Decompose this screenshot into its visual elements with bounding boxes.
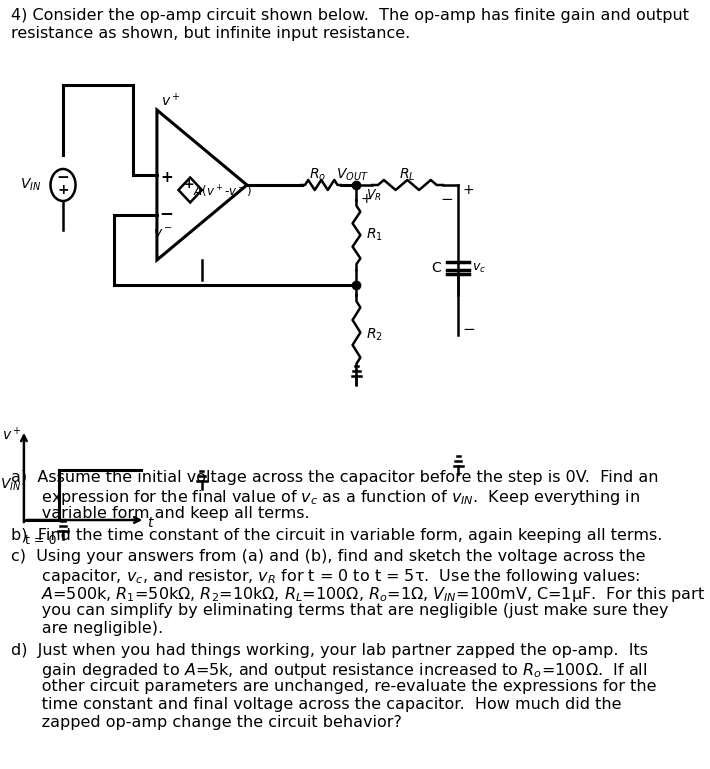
- Text: b)  Find the time constant of the circuit in variable form, again keeping all te: b) Find the time constant of the circuit…: [11, 528, 662, 543]
- Text: +: +: [58, 183, 69, 197]
- Text: $R_L$: $R_L$: [399, 167, 415, 183]
- Text: gain degraded to $A$=5k, and output resistance increased to $R_o$=100Ω.  If all: gain degraded to $A$=5k, and output resi…: [11, 661, 647, 680]
- Text: t: t: [148, 516, 153, 530]
- Text: −: −: [57, 171, 70, 185]
- Text: $V_{IN}$: $V_{IN}$: [0, 477, 21, 493]
- Text: $v^+$: $v^+$: [161, 92, 180, 109]
- Text: $R_o$: $R_o$: [309, 167, 326, 183]
- Text: other circuit parameters are unchanged, re-evaluate the expressions for the: other circuit parameters are unchanged, …: [11, 679, 656, 694]
- Text: time constant and final voltage across the capacitor.  How much did the: time constant and final voltage across t…: [11, 697, 621, 712]
- Text: 4) Consider the op-amp circuit shown below.  The op-amp has finite gain and outp: 4) Consider the op-amp circuit shown bel…: [11, 8, 689, 23]
- Text: variable form and keep all terms.: variable form and keep all terms.: [11, 506, 310, 521]
- Text: zapped op-amp change the circuit behavior?: zapped op-amp change the circuit behavio…: [11, 715, 401, 730]
- Text: resistance as shown, but infinite input resistance.: resistance as shown, but infinite input …: [11, 26, 410, 41]
- Text: c)  Using your answers from (a) and (b), find and sketch the voltage across the: c) Using your answers from (a) and (b), …: [11, 549, 645, 564]
- Text: +: +: [462, 183, 474, 197]
- Text: $R_1$: $R_1$: [366, 227, 383, 243]
- Text: −: −: [462, 322, 475, 338]
- Text: $V_R$: $V_R$: [366, 188, 382, 202]
- Text: you can simplify by eliminating terms that are negligible (just make sure they: you can simplify by eliminating terms th…: [11, 603, 668, 618]
- Text: $v^-$: $v^-$: [153, 227, 173, 241]
- Text: t = 0: t = 0: [26, 534, 57, 547]
- Text: $v^+$: $v^+$: [1, 426, 21, 444]
- Text: d)  Just when you had things working, your lab partner zapped the op-amp.  Its: d) Just when you had things working, you…: [11, 643, 648, 657]
- Text: $v_c$: $v_c$: [472, 261, 486, 275]
- Text: +: +: [360, 192, 371, 206]
- Text: −: −: [440, 191, 453, 207]
- Text: are negligible).: are negligible).: [11, 621, 163, 636]
- Text: $A$=500k, $R_1$=50kΩ, $R_2$=10kΩ, $R_L$=100Ω, $R_o$=1Ω, $V_{IN}$=100mV, C=1μF.  : $A$=500k, $R_1$=50kΩ, $R_2$=10kΩ, $R_L$=…: [11, 585, 705, 604]
- Text: capacitor, $v_c$, and resistor, $v_R$ for t = 0 to t = 5τ.  Use the following va: capacitor, $v_c$, and resistor, $v_R$ fo…: [11, 568, 640, 586]
- Text: −: −: [159, 204, 173, 222]
- Text: a)  Assume the initial voltage across the capacitor before the step is 0V.  Find: a) Assume the initial voltage across the…: [11, 470, 658, 485]
- Text: +: +: [160, 169, 173, 185]
- Text: expression for the final value of $v_c$ as a function of $v_{IN}$.  Keep everyth: expression for the final value of $v_c$ …: [11, 488, 640, 507]
- Text: $V_{IN}$: $V_{IN}$: [20, 177, 41, 193]
- Text: C: C: [431, 261, 441, 275]
- Text: $R_2$: $R_2$: [366, 327, 383, 343]
- Text: $A(v^+$-$v^-)$: $A(v^+$-$v^-)$: [192, 184, 251, 200]
- Text: +: +: [183, 178, 194, 191]
- Text: $V_{OUT}$: $V_{OUT}$: [336, 167, 369, 183]
